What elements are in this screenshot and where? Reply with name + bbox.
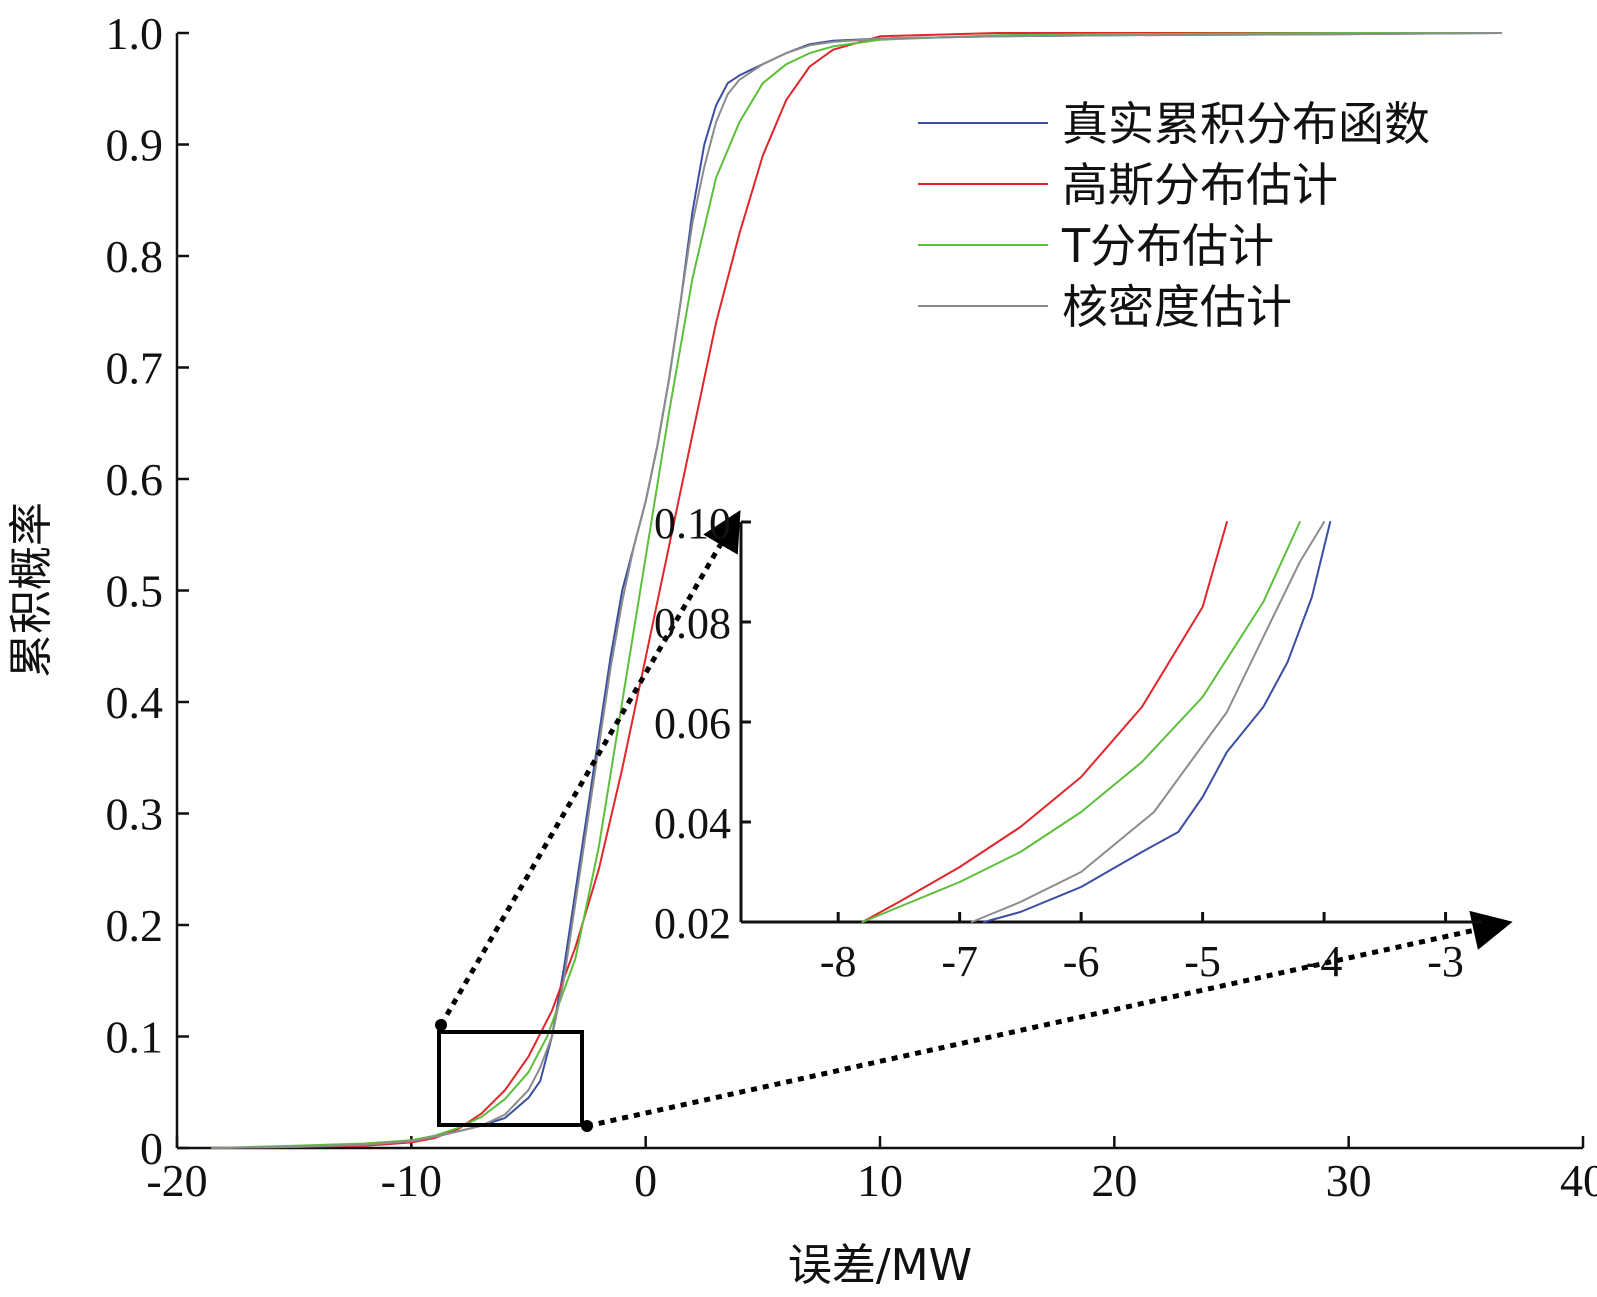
inset-series-group [861,521,1332,923]
main-y-tick-label: 0.9 [106,120,164,171]
main-x-tick-label: 0 [634,1155,657,1206]
main-y-tick-label: 0.6 [106,454,164,505]
main-y-tick-label: 0.4 [106,677,164,728]
inset-line-series-3 [983,521,1332,923]
main-y-tick-label: 0.1 [106,1012,164,1063]
main-y-tick-label: 0.8 [106,231,164,282]
main-line-series-2 [211,32,1502,1149]
main-y-tick-label: 0.7 [106,343,164,394]
inset-y-ticks: 0.02 0.04 0.06 0.08 0.10 [654,499,751,948]
main-y-tick-label: 0.3 [106,789,164,840]
inset-axes: 0.02 0.04 0.06 0.08 0.10 -8 -7 -6 -5 -4 -3 [654,499,1482,986]
inset-x-tick-label: -5 [1184,937,1221,986]
inset-y-tick-label: 0.10 [654,499,731,548]
inset-x-tick-label: -6 [1063,937,1100,986]
inset-line-series-0 [861,521,1228,923]
inset-x-tick-label: -4 [1306,937,1343,986]
main-x-tick-label: -10 [381,1155,442,1206]
inset-y-tick-label: 0.06 [654,699,731,748]
main-x-tick-label: 30 [1326,1155,1372,1206]
main-x-tick-label: 40 [1560,1155,1597,1206]
main-axes: 0 0.1 0.2 0.3 0.4 0.5 0.6 0.7 0.8 0.9 1.0 -20 -10 0 1… [106,8,1597,1206]
inset-y-tick-label: 0.08 [654,599,731,648]
inset-line-series-1 [861,521,1301,923]
inset-line-series-2 [970,521,1326,923]
main-y-tick-label: 0.5 [106,566,164,617]
main-x-tick-label: 20 [1091,1155,1137,1206]
inset-x-tick-label: -8 [820,937,857,986]
inset-x-tick-label: -7 [941,937,978,986]
legend-label-true-cdf: 真实累积分布函数 [1062,97,1430,151]
main-x-tick-label: -20 [146,1155,207,1206]
inset-x-ticks: -8 -7 -6 -5 -4 -3 [820,912,1464,986]
inset-x-tick-label: -3 [1427,937,1464,986]
inset-y-tick-label: 0.04 [654,799,731,848]
main-x-ticks: -20 -10 0 10 20 30 40 [146,1136,1597,1206]
zoom-annotation [435,510,1513,1132]
legend-label-gaussian: 高斯分布估计 [1062,158,1338,212]
y-axis-title: 累积概率 [6,502,57,678]
zoom-arrow-top [438,510,741,1027]
main-y-ticks: 0 0.1 0.2 0.3 0.4 0.5 0.6 0.7 0.8 0.9 1.0 [106,8,189,1174]
zoom-box [437,1030,584,1127]
main-y-tick-label: 1.0 [106,8,164,59]
main-y-tick-label: 0 [140,1123,163,1174]
main-y-tick-label: 0.2 [106,900,164,951]
legend-label-kde: 核密度估计 [1062,280,1292,334]
zoom-arrow-bottom [586,910,1513,1129]
legend-label-t-dist: T分布估计 [1061,219,1274,273]
legend: 真实累积分布函数 高斯分布估计 T分布估计 核密度估计 [918,97,1430,334]
inset-y-tick-label: 0.02 [654,899,731,948]
main-x-tick-label: 10 [857,1155,903,1206]
x-axis-title: 误差/MW [788,1240,972,1291]
